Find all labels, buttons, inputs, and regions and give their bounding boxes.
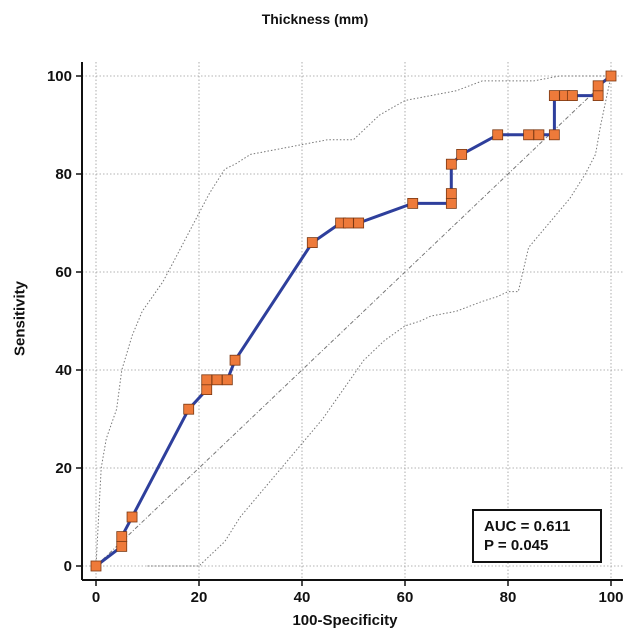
roc-point xyxy=(492,129,504,141)
roc-point xyxy=(445,197,457,209)
roc-point xyxy=(548,90,560,101)
y-tick-label: 80 xyxy=(55,166,72,183)
roc-point xyxy=(566,90,578,101)
chart-title: Thickness (mm) xyxy=(261,11,369,27)
y-tick-label: 40 xyxy=(55,362,72,379)
roc-point xyxy=(116,531,128,542)
x-tick-label: 0 xyxy=(92,589,100,606)
roc-point xyxy=(211,374,223,386)
x-axis-label: 100-Specificity xyxy=(292,612,398,629)
x-tick-label: 80 xyxy=(500,589,517,606)
roc-point xyxy=(342,217,354,229)
roc-point xyxy=(533,129,545,141)
roc-point xyxy=(592,80,604,92)
y-tick-label: 100 xyxy=(47,68,72,85)
x-tick-label: 60 xyxy=(397,589,414,606)
ci-upper-bound xyxy=(95,75,611,567)
roc-point xyxy=(605,70,617,82)
roc-point xyxy=(456,148,468,160)
roc-point xyxy=(90,560,102,572)
roc-point xyxy=(221,374,233,386)
p-value: P = 0.045 xyxy=(484,537,549,554)
roc-point xyxy=(201,374,213,386)
x-tick-label: 100 xyxy=(598,589,623,606)
auc-value: AUC = 0.611 xyxy=(484,518,571,535)
roc-point xyxy=(183,403,195,415)
x-tick-label: 20 xyxy=(191,589,208,606)
roc-point xyxy=(353,217,365,229)
y-tick-label: 0 xyxy=(64,558,72,575)
reference-diagonal xyxy=(95,75,612,567)
y-tick-label: 20 xyxy=(55,460,72,477)
roc-point xyxy=(116,541,128,552)
roc-point xyxy=(407,197,419,209)
roc-point xyxy=(445,158,457,170)
roc-point xyxy=(229,354,241,366)
roc-point xyxy=(306,237,318,249)
roc-point xyxy=(126,511,138,523)
roc-point xyxy=(548,129,560,141)
y-axis-label: Sensitivity xyxy=(11,280,29,357)
ci-lower-bound xyxy=(147,75,612,567)
roc-point xyxy=(523,129,534,141)
x-tick-label: 40 xyxy=(294,589,311,606)
y-tick-label: 60 xyxy=(55,264,72,281)
roc-point xyxy=(201,384,213,396)
auc-stats-box: AUC = 0.611 P = 0.045 xyxy=(472,509,602,563)
roc-point xyxy=(592,90,604,101)
roc-point xyxy=(445,188,457,200)
